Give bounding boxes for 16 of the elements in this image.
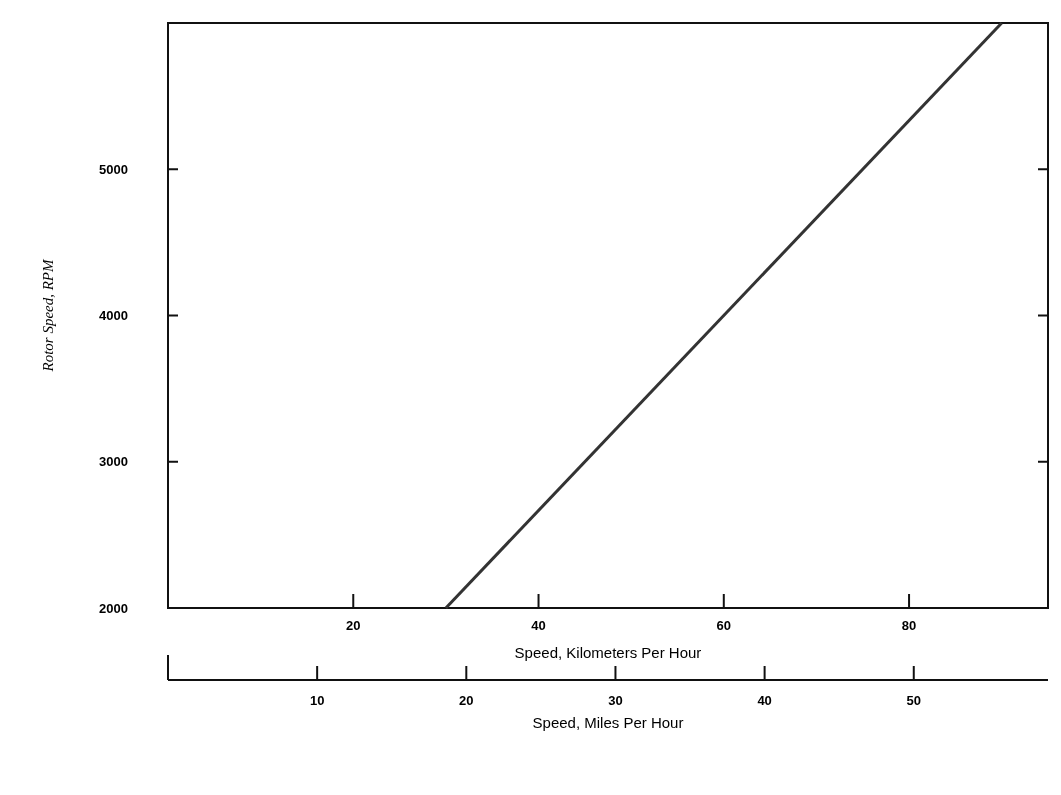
x-tick-label: 80	[901, 618, 917, 633]
x-tick-label: 40	[531, 618, 546, 633]
x2-axis-title: Speed, Miles Per Hour	[532, 714, 684, 731]
y-axis-title: Rotor Speed, RPM	[40, 257, 56, 373]
x2-tick-label: 10	[309, 693, 325, 708]
x2-tick-label: 50	[906, 693, 921, 708]
x-axis-title: Speed, Kilometers Per Hour	[514, 644, 702, 661]
x2-tick-label: 40	[757, 693, 772, 708]
x-tick-label: 60	[716, 618, 732, 633]
y-tick-label: 5000	[99, 161, 128, 177]
y-tick-label: 4000	[99, 308, 128, 324]
y-tick-label: 2000	[99, 600, 128, 616]
x-tick-label: 20	[346, 618, 361, 633]
x2-tick-label: 30	[608, 693, 623, 708]
x2-tick-label: 20	[459, 693, 474, 708]
y-tick-label: 3000	[99, 454, 128, 470]
